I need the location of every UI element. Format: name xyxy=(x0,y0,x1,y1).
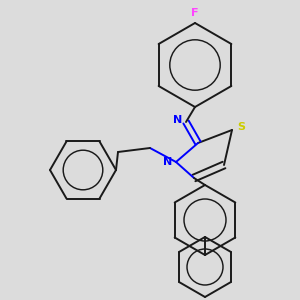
Text: N: N xyxy=(163,157,172,167)
Text: S: S xyxy=(237,122,245,132)
Text: N: N xyxy=(173,115,182,125)
Text: F: F xyxy=(191,8,199,18)
